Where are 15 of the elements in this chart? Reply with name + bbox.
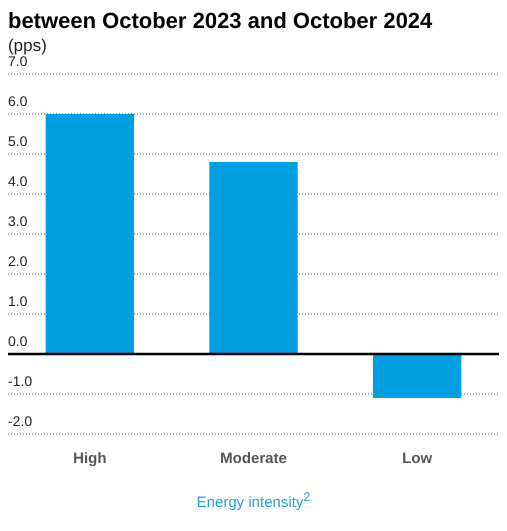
- chart-subtitle: (pps): [8, 36, 48, 56]
- x-tick-label: High: [73, 450, 106, 468]
- y-tick-label: 2.0: [8, 252, 28, 269]
- y-tick-label: 6.0: [8, 92, 28, 109]
- y-tick-label: -1.0: [8, 372, 32, 389]
- y-tick-label: 0.0: [8, 332, 28, 349]
- x-tick-label: Low: [402, 450, 432, 468]
- x-axis-title: Energy intensity$^{2}$: [196, 490, 312, 511]
- y-tick-label: 4.0: [8, 172, 28, 189]
- y-tick-label: 3.0: [8, 212, 28, 229]
- y-tick-label: 1.0: [8, 292, 28, 309]
- chart-title: between October 2023 and October 2024: [8, 8, 434, 34]
- x-tick-label: Moderate: [220, 450, 287, 468]
- y-tick-label: 5.0: [8, 132, 28, 149]
- y-tick-label: -2.0: [8, 412, 32, 429]
